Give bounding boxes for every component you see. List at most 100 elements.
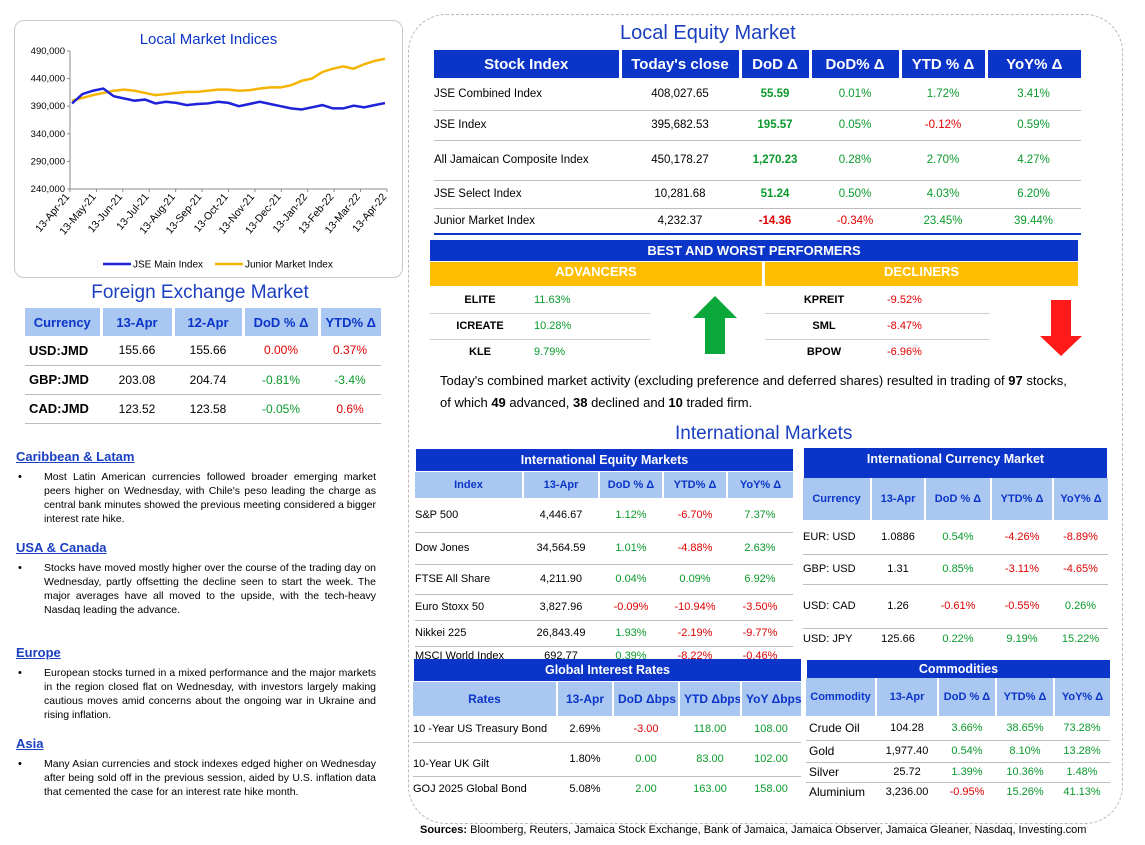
ieq-name: Euro Stoxx 50	[415, 594, 523, 621]
com-name: Aluminium	[809, 785, 866, 800]
ieq-cell: 1.12%	[599, 498, 663, 533]
lem-cell: 4,232.37	[657, 214, 703, 227]
table-row: FTSE All Share 4,211.90 0.04% 0.09% 6.92…	[415, 564, 793, 595]
icm-cell: -8.89%	[1053, 520, 1108, 555]
fx-header: 12-Apr	[173, 308, 245, 336]
com-cell: 73.28%	[1054, 716, 1110, 741]
lem-cell: 1.72%	[900, 78, 986, 111]
ieq-cell: -6.70%	[663, 498, 727, 533]
gir-cell: 0.00	[613, 742, 679, 777]
com-cell: 3,236.00	[885, 786, 929, 799]
summary-firm: 10	[668, 395, 683, 410]
com-cell: -0.95%	[949, 786, 985, 799]
table-row: JSE Combined Index 408,027.65 55.59 0.01…	[434, 78, 1081, 111]
lem-cell: 0.05%	[810, 110, 900, 141]
summary-advanced: 49	[491, 395, 506, 410]
ieq-cell: 7.37%	[727, 498, 793, 533]
news-text-asia: Many Asian currencies and stock indexes …	[16, 757, 376, 799]
com-cell: 10.36%	[996, 762, 1054, 783]
lem-cell: 4.03%	[900, 180, 986, 209]
sources-label: Sources:	[420, 824, 468, 836]
up-arrow-icon	[693, 296, 737, 354]
lem-header: YoY% Δ	[986, 50, 1081, 78]
icm-header: YoY% Δ	[1053, 478, 1108, 520]
list-item: KPREIT -9.52%	[765, 287, 990, 313]
ieq-header: 13-Apr	[523, 472, 600, 498]
list-item: ICREATE 10.28%	[430, 313, 650, 339]
intl-currency-heading: International Currency Market	[804, 448, 1107, 478]
advancer-symbol: ELITE	[464, 293, 496, 306]
chart-title: Local Market Indices	[139, 31, 278, 48]
lem-cell: 39.44%	[1013, 214, 1053, 227]
sources-line: Sources: Bloomberg, Reuters, Jamaica Sto…	[420, 824, 1086, 836]
icm-cell: 1.26	[871, 584, 925, 629]
lem-cell: 195.57	[740, 110, 810, 141]
com-cell: 38.65%	[996, 716, 1054, 741]
y-tick-label: 440,000	[31, 74, 65, 85]
fx-currency: CAD:JMD	[25, 394, 101, 424]
ieq-cell: 34,564.59	[523, 532, 599, 565]
com-header: 13-Apr	[876, 678, 939, 716]
table-row: Junior Market Index 4,232.37 -14.36 -0.3…	[434, 208, 1081, 234]
lem-name: All Jamaican Composite Index	[434, 140, 620, 181]
table-row: GOJ 2025 Global Bond 5.08% 2.00 163.00 1…	[413, 776, 801, 802]
junior-market-series-line	[71, 57, 386, 102]
commodities-heading: Commodities	[807, 660, 1110, 678]
lem-header: Stock Index	[434, 50, 622, 78]
down-arrow-icon	[1040, 300, 1082, 356]
decliner-pct: -6.96%	[887, 346, 922, 359]
lem-cell: 408,027.65	[620, 78, 740, 111]
fx-header: 13-Apr	[101, 308, 175, 336]
ieq-header: Index	[415, 472, 524, 498]
lem-cell: 51.24	[740, 180, 810, 209]
intl-equity-table: Index 13-Apr DoD % Δ YTD% Δ YoY% Δ S&P 5…	[415, 472, 793, 666]
local-equity-table: Stock Index Today's close DoD Δ DoD% Δ Y…	[434, 50, 1081, 235]
lem-cell: 0.28%	[810, 140, 900, 181]
news-heading-usa: USA & Canada	[16, 540, 107, 555]
gir-name: 10-Year UK Gilt	[413, 742, 557, 777]
com-cell: 15.26%	[1006, 786, 1044, 799]
right-panel-frame	[408, 14, 1123, 824]
icm-header: DoD % Δ	[925, 478, 992, 520]
ieq-cell: -2.19%	[663, 620, 727, 647]
lem-header: YTD % Δ	[900, 50, 988, 78]
ieq-name: S&P 500	[415, 498, 523, 533]
ieq-header: DoD % Δ	[599, 472, 664, 498]
decliner-symbol: KPREIT	[803, 293, 845, 306]
intl-equity-heading: International Equity Markets	[416, 449, 793, 471]
summary-declined: 38	[573, 395, 588, 410]
fx-header: Currency	[25, 308, 103, 336]
icm-cell: 0.85%	[925, 554, 991, 585]
icm-header: 13-Apr	[871, 478, 926, 520]
fx-cell: 123.58	[173, 394, 243, 424]
y-tick-label: 240,000	[31, 184, 65, 195]
lem-cell: 1,270.23	[740, 140, 810, 181]
decliner-pct: -9.52%	[887, 293, 922, 306]
lem-header: DoD Δ	[740, 50, 812, 78]
decliner-symbol: SML	[812, 320, 836, 332]
lem-cell: 395,682.53	[620, 110, 740, 141]
ieq-cell: -9.77%	[727, 620, 793, 647]
y-tick-label: 390,000	[31, 101, 65, 112]
ieq-cell: -10.94%	[663, 594, 727, 621]
ieq-cell: -0.09%	[599, 594, 663, 621]
fx-currency: GBP:JMD	[25, 365, 101, 395]
ieq-cell: -3.50%	[727, 594, 793, 621]
gir-cell: -3.00	[613, 716, 679, 743]
summary-text: Today's combined market activity (exclud…	[440, 373, 1009, 388]
lem-cell: -14.36	[758, 214, 792, 227]
icm-cell: -4.65%	[1053, 554, 1108, 585]
table-row: USD: JPY 125.66 0.22% 9.19% 15.22%	[803, 628, 1108, 650]
ieq-cell: 0.04%	[599, 564, 663, 595]
news-heading-europe: Europe	[16, 645, 61, 660]
com-cell: 104.28	[876, 716, 938, 741]
advancer-pct: 10.28%	[534, 320, 572, 332]
summary-text: traded firm.	[682, 395, 753, 410]
table-row: Silver 25.72 1.39% 10.36% 1.48%	[806, 762, 1110, 783]
legend-label-main: JSE Main Index	[133, 260, 203, 271]
lem-name: JSE Combined Index	[434, 78, 620, 111]
com-cell: 1.39%	[938, 762, 996, 783]
com-name: Gold	[806, 740, 876, 763]
icm-name: USD: CAD	[803, 584, 871, 629]
gir-cell: 163.00	[693, 783, 727, 796]
